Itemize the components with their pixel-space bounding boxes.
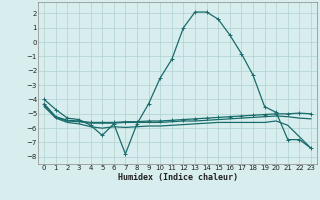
X-axis label: Humidex (Indice chaleur): Humidex (Indice chaleur) — [118, 173, 238, 182]
